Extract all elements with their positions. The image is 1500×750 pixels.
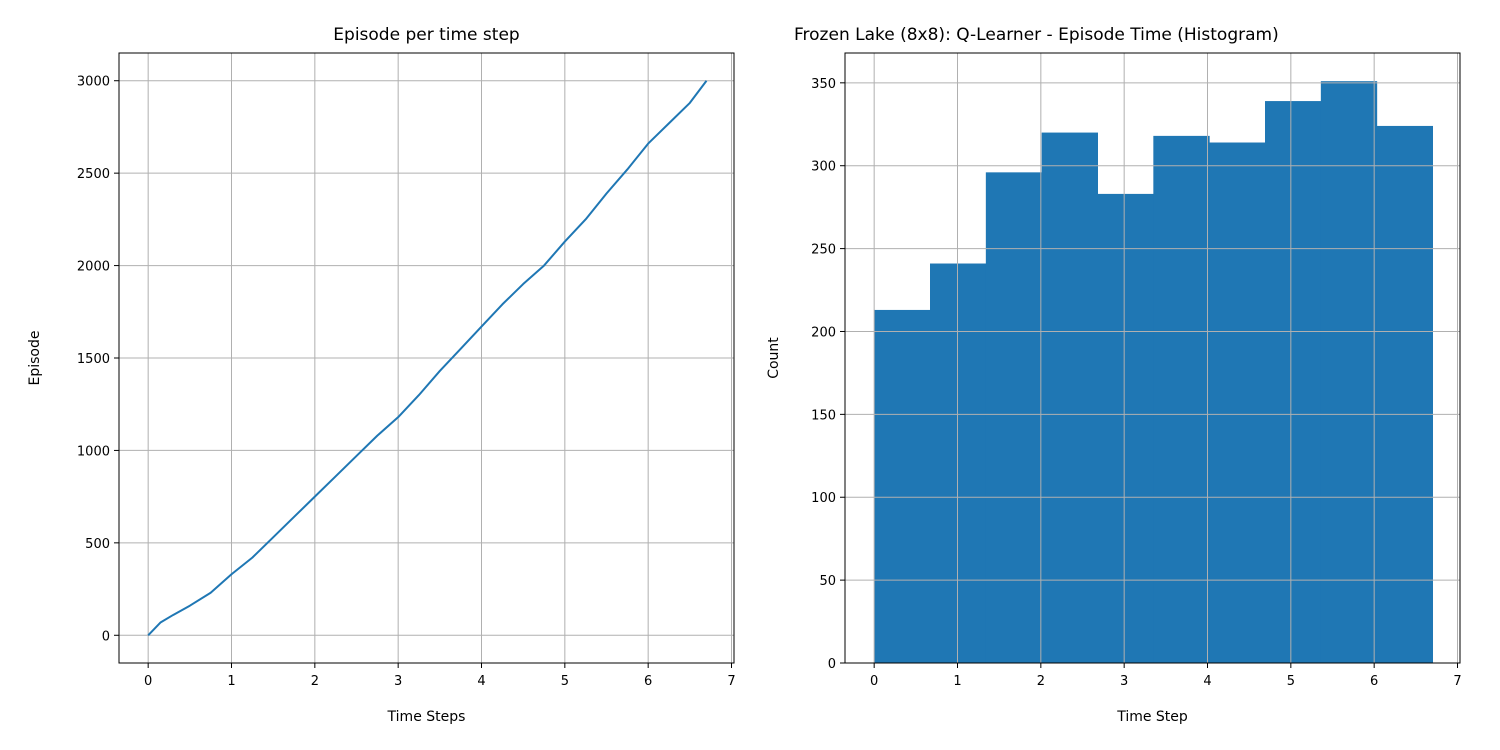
histogram-x-tick-label-3: 3 xyxy=(1120,674,1128,689)
line-chart-y-tick-label-1000: 1000 xyxy=(77,444,110,459)
histogram-bar-4 xyxy=(1097,193,1154,663)
line-chart-x-tick-label-6: 6 xyxy=(644,674,652,689)
histogram-y-tick-label-50: 50 xyxy=(819,574,836,589)
histogram-bar-0 xyxy=(874,309,931,663)
histogram-bar-1 xyxy=(930,263,987,663)
histogram-bar-6 xyxy=(1209,142,1266,663)
line-chart-y-tick-label-2500: 2500 xyxy=(77,167,110,182)
line-chart-y-tick-label-3000: 3000 xyxy=(77,75,110,90)
line-chart-x-tick-label-2: 2 xyxy=(311,674,319,689)
line-chart-y-tick-label-2000: 2000 xyxy=(77,260,110,275)
histogram-x-tick-label-2: 2 xyxy=(1037,674,1045,689)
histogram-x-tick-label-5: 5 xyxy=(1287,674,1295,689)
histogram-chart: 0 1 2 3 4 5 6 7 0 50 100 150 200 250 300 350 Frozen La… xyxy=(766,25,1462,725)
line-chart-y-tick-label-1500: 1500 xyxy=(77,352,110,367)
histogram-x-tick-label-4: 4 xyxy=(1203,674,1211,689)
histogram-y-label: Count xyxy=(766,337,782,379)
line-chart-x-tick-label-3: 3 xyxy=(394,674,402,689)
histogram-bar-2 xyxy=(985,172,1043,663)
histogram-x-axis: 0 1 2 3 4 5 6 7 xyxy=(870,663,1462,689)
line-chart-series-0 xyxy=(147,80,708,636)
histogram-bar-3 xyxy=(1041,132,1098,663)
line-chart-y-tick-label-500: 500 xyxy=(85,537,110,552)
line-chart-x-tick-label-7: 7 xyxy=(727,674,735,689)
line-chart-x-axis: 0 1 2 3 4 5 6 7 xyxy=(144,663,736,689)
histogram-x-tick-label-6: 6 xyxy=(1370,674,1378,689)
histogram-y-tick-label-350: 350 xyxy=(811,77,836,92)
histogram-x-tick-label-0: 0 xyxy=(870,674,878,689)
histogram-plot-area xyxy=(874,81,1433,663)
histogram-bar-8 xyxy=(1320,81,1378,663)
histogram-bar-7 xyxy=(1265,101,1322,663)
line-chart-x-tick-label-1: 1 xyxy=(227,674,235,689)
histogram-y-tick-label-100: 100 xyxy=(811,491,836,506)
histogram-x-label: Time Step xyxy=(1116,709,1188,725)
line-chart-y-axis: 0 500 1000 1500 2000 2500 3000 xyxy=(77,75,119,644)
line-chart-plot-area xyxy=(147,80,708,636)
line-chart-title: Episode per time step xyxy=(333,25,519,45)
line-chart-x-tick-label-4: 4 xyxy=(477,674,485,689)
line-chart-y-tick-label-0: 0 xyxy=(102,629,110,644)
histogram-bar-5 xyxy=(1153,135,1210,663)
histogram-y-tick-label-250: 250 xyxy=(811,243,836,258)
histogram-x-tick-label-1: 1 xyxy=(953,674,961,689)
histogram-y-axis: 0 50 100 150 200 250 300 350 xyxy=(811,77,845,672)
histogram-frame xyxy=(844,52,1461,664)
histogram-x-tick-label-7: 7 xyxy=(1453,674,1461,689)
histogram-y-tick-label-150: 150 xyxy=(811,408,836,423)
histogram-y-tick-label-0: 0 xyxy=(828,657,836,672)
line-chart-grid xyxy=(119,53,734,663)
line-chart: 0 1 2 3 4 5 6 7 0 500 1000 1500 2000 2500 3000 Episod… xyxy=(27,25,736,725)
line-chart-y-label: Episode xyxy=(27,331,43,386)
histogram-bar-9 xyxy=(1376,125,1433,663)
histogram-y-tick-label-300: 300 xyxy=(811,160,836,175)
line-chart-x-label: Time Steps xyxy=(387,709,466,725)
histogram-title: Frozen Lake (8x8): Q-Learner - Episode T… xyxy=(794,25,1279,45)
line-chart-x-tick-label-5: 5 xyxy=(561,674,569,689)
line-chart-x-tick-label-0: 0 xyxy=(144,674,152,689)
histogram-y-tick-label-200: 200 xyxy=(811,325,836,340)
